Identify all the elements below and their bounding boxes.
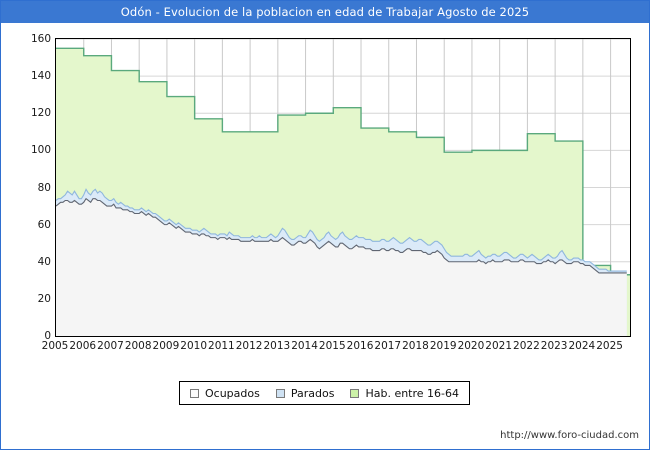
x-tick-label: 2006 <box>69 340 97 352</box>
x-tick-label: 2025 <box>596 340 623 352</box>
legend-label-hab-16-64: Hab. entre 16-64 <box>365 386 460 400</box>
legend-item-ocupados[interactable]: Ocupados <box>190 387 260 400</box>
x-tick-label: 2013 <box>263 340 291 352</box>
x-tick-label: 2011 <box>208 340 235 352</box>
x-tick-label: 2024 <box>568 340 596 352</box>
chart-svg <box>56 39 630 336</box>
legend-swatch-parados <box>275 388 285 398</box>
legend-label-parados: Parados <box>290 386 335 400</box>
y-tick-label: 100 <box>30 144 51 157</box>
x-tick-label: 2015 <box>318 340 346 352</box>
y-tick-label: 120 <box>30 107 51 120</box>
legend-swatch-hab-16-64 <box>350 388 360 398</box>
x-axis-labels: 2005 2006 2007 2008 2009 2010 2011 2012 2013 2014… <box>42 340 631 356</box>
x-tick-label: 2023 <box>540 340 568 352</box>
y-tick-label: 80 <box>37 181 51 194</box>
page-title: Odón - Evolucion de la poblacion en edad… <box>120 5 530 19</box>
legend-swatch-ocupados <box>190 388 199 398</box>
y-tick-label: 40 <box>37 255 51 268</box>
y-tick-label: 60 <box>37 218 51 231</box>
chart-legend: Ocupados Parados Hab. entre 16-64 <box>179 381 471 405</box>
legend-item-parados[interactable]: Parados <box>275 386 335 400</box>
footer-url[interactable]: http://www.foro-ciudad.com <box>500 430 639 441</box>
x-tick-label: 2008 <box>124 340 152 352</box>
x-tick-label: 2005 <box>41 340 69 352</box>
x-tick-label: 2020 <box>457 340 485 352</box>
legend-label-ocupados: Ocupados <box>205 386 260 400</box>
y-axis-labels: 0 20 40 60 80 100 120 140 160 <box>1 1 51 450</box>
x-tick-label: 2019 <box>429 340 457 352</box>
series-ocupados <box>56 197 627 336</box>
x-tick-label: 2017 <box>374 340 402 352</box>
y-tick-label: 140 <box>30 70 51 83</box>
x-tick-label: 2022 <box>513 340 540 352</box>
y-tick-label: 160 <box>30 33 51 45</box>
x-tick-label: 2016 <box>346 340 374 352</box>
y-tick-label: 0 <box>44 330 51 342</box>
x-tick-label: 2014 <box>291 340 318 352</box>
x-tick-label: 2010 <box>180 340 208 352</box>
plot-area <box>55 38 631 337</box>
x-tick-label: 2018 <box>402 340 429 352</box>
x-tick-label: 2007 <box>97 340 124 352</box>
x-tick-label: 2012 <box>235 340 263 352</box>
x-tick-label: 2009 <box>152 340 180 352</box>
legend-item-hab-16-64[interactable]: Hab. entre 16-64 <box>350 387 459 400</box>
window-title-bar: Odón - Evolucion de la poblacion en edad… <box>1 1 649 23</box>
x-tick-label: 2021 <box>485 340 513 352</box>
y-tick-label: 20 <box>37 292 51 305</box>
